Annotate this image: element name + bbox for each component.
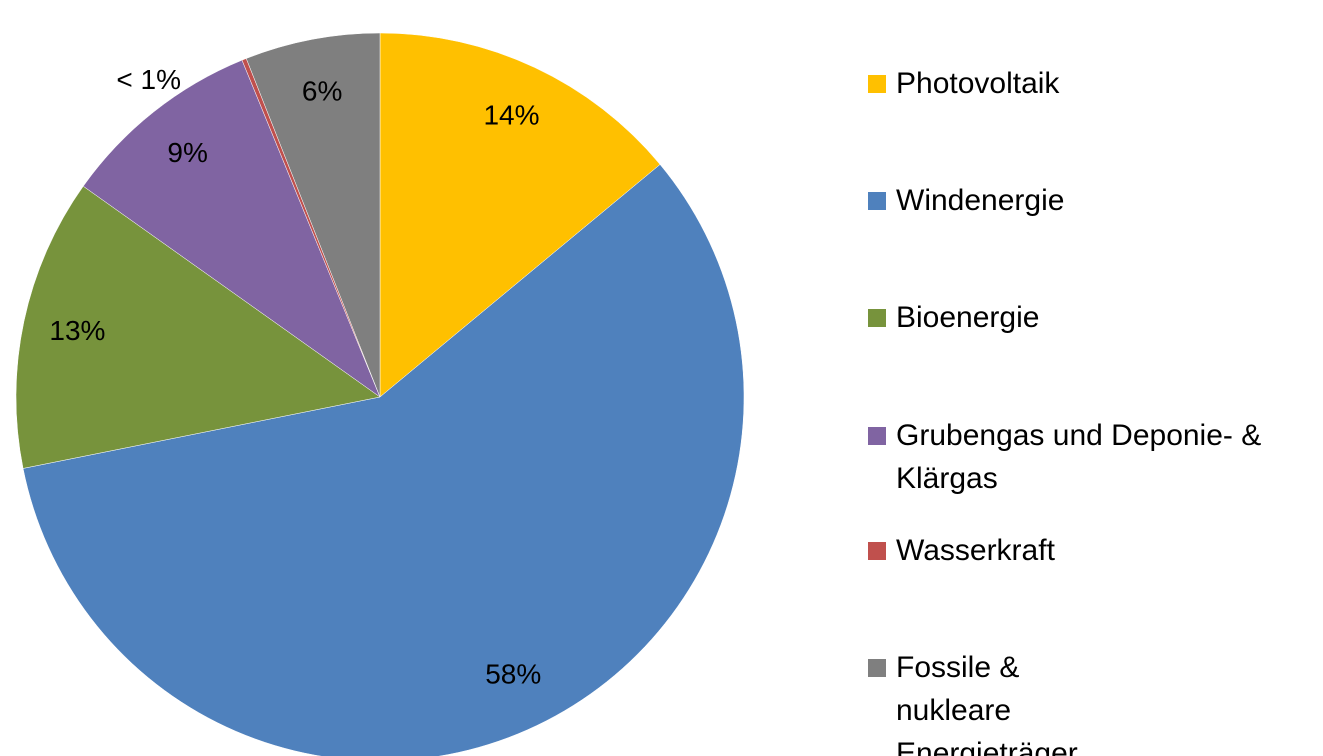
data-label: 9% bbox=[167, 137, 207, 168]
pie-slice bbox=[245, 32, 381, 398]
data-label: 13% bbox=[49, 315, 105, 346]
legend-swatch bbox=[868, 542, 886, 560]
legend-entry: Fossile & nukleare Energieträger bbox=[868, 646, 1308, 756]
legend-entry: Wasserkraft bbox=[868, 529, 1308, 572]
legend-label: Wasserkraft bbox=[896, 534, 1055, 567]
legend-entry: Windenergie bbox=[868, 179, 1308, 222]
legend-swatch bbox=[868, 75, 886, 93]
legend-entry: Grubengas und Deponie- & Klärgas bbox=[868, 414, 1308, 500]
legend-label: Photovoltaik bbox=[896, 67, 1060, 100]
data-label: < 1% bbox=[116, 64, 181, 95]
legend-swatch bbox=[868, 309, 886, 327]
legend-swatch bbox=[868, 192, 886, 210]
legend-label: Bioenergie bbox=[896, 301, 1040, 334]
data-label: 6% bbox=[302, 75, 342, 106]
legend-swatch bbox=[868, 427, 886, 445]
pie-slice bbox=[82, 59, 381, 398]
legend-label: Grubengas und Deponie- & Klärgas bbox=[896, 419, 1262, 495]
legend-entry: Bioenergie bbox=[868, 296, 1308, 339]
pie-slice bbox=[379, 32, 661, 398]
data-label: 58% bbox=[485, 659, 541, 690]
legend-entry: Photovoltaik bbox=[868, 62, 1308, 105]
legend-label: Windenergie bbox=[896, 184, 1065, 217]
legend-label: Fossile & nukleare Energieträger bbox=[896, 651, 1078, 756]
legend-swatch bbox=[868, 659, 886, 677]
pie-slice bbox=[15, 185, 381, 469]
pie-slice bbox=[22, 164, 745, 756]
data-label: 14% bbox=[483, 99, 539, 130]
